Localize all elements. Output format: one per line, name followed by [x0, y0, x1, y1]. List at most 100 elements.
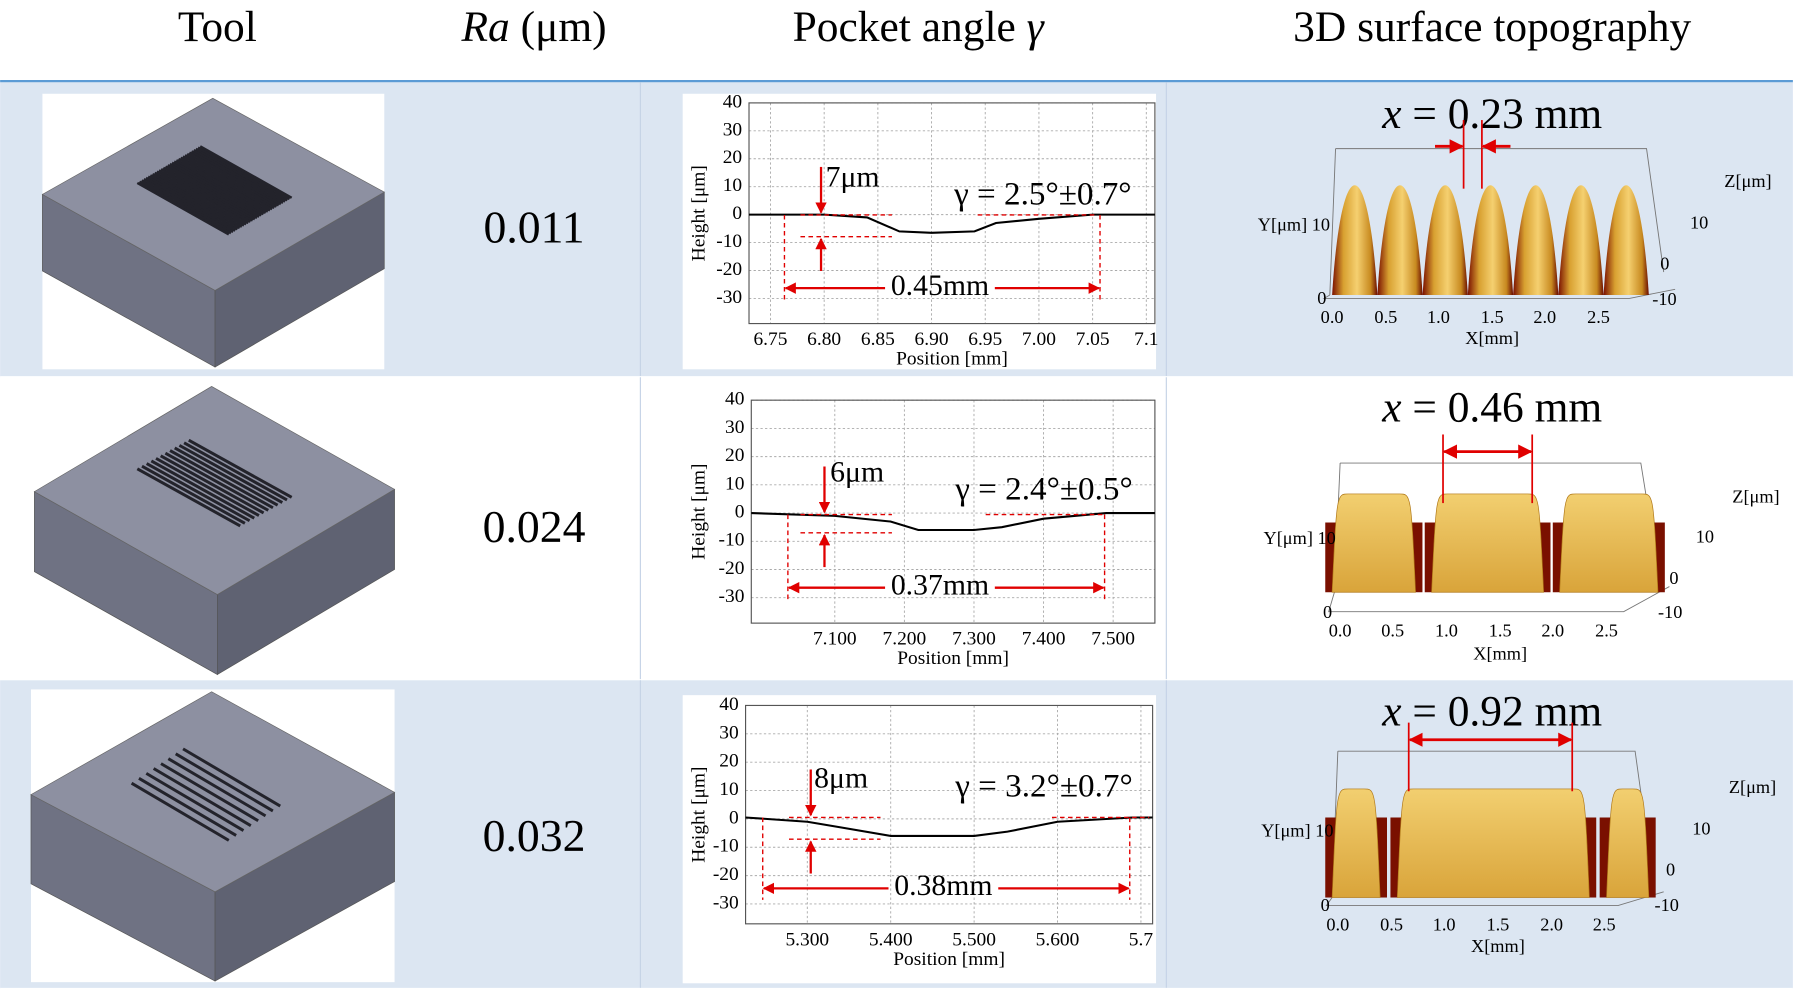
- x-axis-label: Position [mm]: [897, 648, 1009, 669]
- surface-plateau: [1607, 789, 1649, 898]
- topo-x-tick: 0.5: [1380, 914, 1403, 934]
- y-tick-label: 30: [719, 722, 738, 743]
- width-label: 0.38mm: [894, 870, 992, 902]
- topo-y-label: Y[μm] 10: [1261, 821, 1333, 841]
- x-tick-label: 5.500: [952, 929, 996, 950]
- angle-label: γ = 3.2°±0.7°: [954, 768, 1132, 805]
- topo-x-tick: 2.5: [1587, 307, 1610, 327]
- x-tick-label: 5.300: [785, 929, 829, 950]
- y-tick-label: 30: [725, 417, 744, 438]
- y-tick-label: 10: [725, 473, 744, 494]
- x-axis-label: Position [mm]: [896, 349, 1008, 370]
- topo-x-tick: 0.5: [1381, 620, 1404, 640]
- topo-x-tick: 1.5: [1486, 914, 1509, 934]
- topo-x-tick: 0.0: [1321, 307, 1344, 327]
- header-cell: 3D surface topography: [1293, 3, 1691, 51]
- y-tick-label: 40: [725, 389, 744, 410]
- y-tick-label: 30: [723, 119, 742, 140]
- header-cell: Tool: [178, 3, 257, 51]
- pitch-symbol: x: [1381, 384, 1401, 432]
- topo-x-tick: 1.5: [1481, 307, 1504, 327]
- topo-z-tick: 10: [1696, 527, 1714, 547]
- y-axis-label: Height [μm]: [688, 464, 709, 560]
- y-tick-label: -20: [716, 259, 742, 280]
- topo-x-tick: 1.0: [1427, 307, 1450, 327]
- angle-label: γ = 2.4°±0.5°: [954, 470, 1132, 507]
- x-tick-label: 6.85: [861, 329, 895, 350]
- topo-y-label: Y[μm] 10: [1264, 528, 1336, 548]
- y-tick-label: -30: [716, 287, 742, 308]
- pitch-value: = 0.46 mm: [1412, 384, 1602, 432]
- header-unit: (μm): [521, 3, 607, 51]
- header-symbol: Ra: [460, 3, 509, 51]
- topo-y-zero: 0: [1321, 895, 1330, 915]
- topo-x-tick: 1.5: [1489, 620, 1512, 640]
- comparison-table: Tool Ra (μm) Pocket angle γ 3D surface t…: [0, 0, 1793, 989]
- y-tick-label: 20: [719, 751, 738, 772]
- topo-x-label: X[mm]: [1465, 328, 1519, 348]
- surface-plateau: [1560, 494, 1658, 592]
- topo-x-tick: 2.5: [1595, 620, 1618, 640]
- pitch-value: = 0.92 mm: [1412, 688, 1602, 736]
- x-tick-label: 7.300: [952, 629, 996, 650]
- topo-x-tick: 2.5: [1593, 914, 1616, 934]
- topo-z-tick: -10: [1652, 289, 1676, 309]
- y-tick-label: 20: [723, 147, 742, 168]
- topo-y-label: Y[μm] 10: [1258, 215, 1330, 235]
- surface-plateau: [1432, 494, 1544, 592]
- pitch-value: = 0.23 mm: [1412, 90, 1602, 138]
- ra-value: 0.032: [483, 810, 586, 861]
- x-tick-label: 5.600: [1036, 929, 1080, 950]
- x-tick-label: 6.95: [968, 329, 1002, 350]
- header-cell: Ra (μm): [460, 3, 606, 51]
- topo-x-tick: 0.5: [1374, 307, 1397, 327]
- header-symbol: γ: [1027, 3, 1046, 51]
- pitch-symbol: x: [1381, 688, 1401, 736]
- topo-z-tick: 0: [1669, 568, 1678, 588]
- y-tick-label: 0: [729, 807, 739, 828]
- y-tick-label: 20: [725, 445, 744, 466]
- y-axis-label: Height [μm]: [688, 165, 709, 261]
- surface-plateau: [1332, 789, 1380, 898]
- topo-z-tick: 10: [1692, 818, 1710, 838]
- x-tick-label: 5.400: [869, 929, 913, 950]
- topo-x-tick: 0.0: [1329, 620, 1352, 640]
- surface-plateau: [1397, 789, 1589, 898]
- topo-z-tick: -10: [1658, 602, 1682, 622]
- x-tick-label: 7.200: [883, 629, 927, 650]
- width-label: 0.37mm: [891, 570, 989, 602]
- x-tick-label: 5.7: [1129, 929, 1154, 950]
- x-tick-label: 6.75: [753, 329, 787, 350]
- width-label: 0.45mm: [891, 270, 989, 302]
- ra-value: 0.024: [483, 501, 586, 552]
- y-tick-label: -10: [719, 530, 745, 551]
- pitch-label: x = 0.46 mm: [1381, 384, 1602, 432]
- pitch-label: x = 0.92 mm: [1381, 688, 1602, 736]
- pitch-label: x = 0.23 mm: [1381, 90, 1602, 138]
- x-tick-label: 7.400: [1022, 629, 1066, 650]
- pitch-symbol: x: [1381, 90, 1401, 138]
- topo-x-tick: 2.0: [1540, 914, 1563, 934]
- topo-z-label: Z[μm]: [1732, 487, 1779, 507]
- y-tick-label: 0: [732, 203, 742, 224]
- depth-label: 7μm: [826, 161, 880, 193]
- topo-y-zero: 0: [1317, 288, 1326, 308]
- ra-value: 0.011: [483, 202, 584, 253]
- y-axis-label: Height [μm]: [688, 767, 709, 863]
- y-tick-label: -20: [713, 864, 739, 885]
- chart-card: [683, 695, 1156, 983]
- x-tick-label: 6.90: [915, 329, 949, 350]
- angle-label: γ = 2.5°±0.7°: [953, 175, 1131, 212]
- x-tick-label: 7.1: [1134, 329, 1158, 350]
- topo-x-label: X[mm]: [1473, 643, 1527, 663]
- topo-x-label: X[mm]: [1471, 936, 1525, 956]
- topo-z-label: Z[μm]: [1724, 171, 1771, 191]
- x-tick-label: 7.05: [1076, 329, 1110, 350]
- header-cell: Pocket angle γ: [793, 3, 1046, 51]
- topo-y-zero: 0: [1323, 602, 1332, 622]
- y-tick-label: -30: [713, 892, 739, 913]
- y-tick-label: -10: [713, 836, 739, 857]
- table-row: 0.032403020100-10-20-305.3005.4005.5005.…: [0, 680, 1793, 989]
